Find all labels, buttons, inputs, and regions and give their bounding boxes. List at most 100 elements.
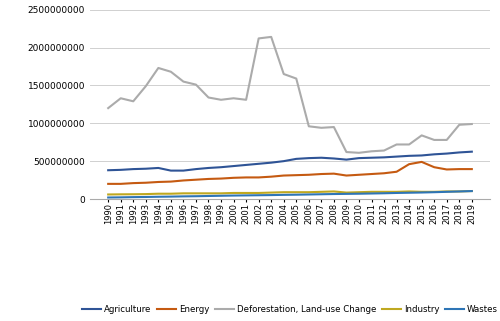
- Deforestation, Land-use Change: [456, 123, 462, 127]
- Agriculture: [143, 167, 149, 171]
- Energy: [444, 168, 450, 171]
- Wastes: [206, 194, 212, 198]
- Agriculture: [156, 166, 162, 170]
- Line: Deforestation, Land-use Change: Deforestation, Land-use Change: [108, 37, 472, 153]
- Deforestation, Land-use Change: [280, 72, 286, 76]
- Agriculture: [368, 156, 374, 160]
- Agriculture: [418, 153, 424, 157]
- Industry: [180, 191, 186, 195]
- Deforestation, Land-use Change: [394, 143, 400, 146]
- Agriculture: [118, 168, 124, 172]
- Energy: [206, 177, 212, 181]
- Agriculture: [356, 156, 362, 160]
- Agriculture: [456, 151, 462, 154]
- Industry: [431, 190, 437, 194]
- Deforestation, Land-use Change: [306, 124, 312, 128]
- Wastes: [105, 195, 111, 199]
- Agriculture: [168, 169, 174, 173]
- Agriculture: [381, 155, 387, 159]
- Industry: [444, 189, 450, 193]
- Deforestation, Land-use Change: [218, 98, 224, 102]
- Industry: [130, 192, 136, 196]
- Wastes: [143, 195, 149, 199]
- Wastes: [368, 192, 374, 195]
- Industry: [418, 190, 424, 194]
- Industry: [368, 190, 374, 194]
- Industry: [280, 190, 286, 194]
- Industry: [105, 193, 111, 196]
- Wastes: [331, 192, 337, 196]
- Deforestation, Land-use Change: [406, 143, 412, 146]
- Wastes: [118, 195, 124, 199]
- Agriculture: [193, 167, 199, 171]
- Wastes: [168, 195, 174, 198]
- Deforestation, Land-use Change: [105, 106, 111, 110]
- Line: Industry: Industry: [108, 191, 472, 195]
- Energy: [156, 180, 162, 184]
- Industry: [294, 190, 300, 194]
- Energy: [456, 167, 462, 171]
- Energy: [105, 182, 111, 186]
- Agriculture: [280, 159, 286, 163]
- Line: Agriculture: Agriculture: [108, 152, 472, 171]
- Industry: [193, 191, 199, 195]
- Wastes: [294, 193, 300, 197]
- Energy: [130, 181, 136, 185]
- Wastes: [356, 192, 362, 195]
- Industry: [306, 190, 312, 194]
- Industry: [230, 191, 236, 195]
- Agriculture: [268, 161, 274, 165]
- Energy: [280, 174, 286, 178]
- Deforestation, Land-use Change: [356, 151, 362, 155]
- Wastes: [469, 189, 475, 193]
- Agriculture: [206, 166, 212, 170]
- Wastes: [306, 193, 312, 196]
- Energy: [381, 171, 387, 175]
- Energy: [394, 170, 400, 174]
- Industry: [268, 191, 274, 195]
- Agriculture: [344, 158, 349, 161]
- Line: Energy: Energy: [108, 162, 472, 184]
- Industry: [256, 191, 262, 195]
- Energy: [318, 172, 324, 176]
- Deforestation, Land-use Change: [331, 125, 337, 129]
- Energy: [218, 177, 224, 180]
- Industry: [318, 190, 324, 194]
- Energy: [469, 167, 475, 171]
- Industry: [156, 192, 162, 195]
- Wastes: [431, 190, 437, 194]
- Wastes: [243, 194, 249, 197]
- Energy: [168, 180, 174, 184]
- Industry: [331, 189, 337, 193]
- Industry: [456, 189, 462, 193]
- Deforestation, Land-use Change: [118, 96, 124, 100]
- Agriculture: [130, 167, 136, 171]
- Wastes: [156, 195, 162, 199]
- Energy: [256, 176, 262, 179]
- Deforestation, Land-use Change: [206, 96, 212, 100]
- Deforestation, Land-use Change: [168, 70, 174, 74]
- Deforestation, Land-use Change: [381, 149, 387, 152]
- Agriculture: [469, 150, 475, 154]
- Agriculture: [230, 164, 236, 168]
- Deforestation, Land-use Change: [318, 126, 324, 130]
- Industry: [243, 191, 249, 195]
- Deforestation, Land-use Change: [431, 138, 437, 142]
- Industry: [406, 189, 412, 193]
- Wastes: [318, 192, 324, 196]
- Industry: [381, 190, 387, 194]
- Industry: [118, 192, 124, 196]
- Deforestation, Land-use Change: [230, 96, 236, 100]
- Energy: [143, 181, 149, 185]
- Agriculture: [243, 163, 249, 167]
- Wastes: [418, 191, 424, 195]
- Agriculture: [294, 157, 300, 161]
- Deforestation, Land-use Change: [469, 122, 475, 126]
- Industry: [206, 191, 212, 195]
- Energy: [431, 165, 437, 169]
- Deforestation, Land-use Change: [294, 77, 300, 81]
- Energy: [268, 175, 274, 178]
- Agriculture: [394, 155, 400, 159]
- Energy: [294, 173, 300, 177]
- Wastes: [193, 194, 199, 198]
